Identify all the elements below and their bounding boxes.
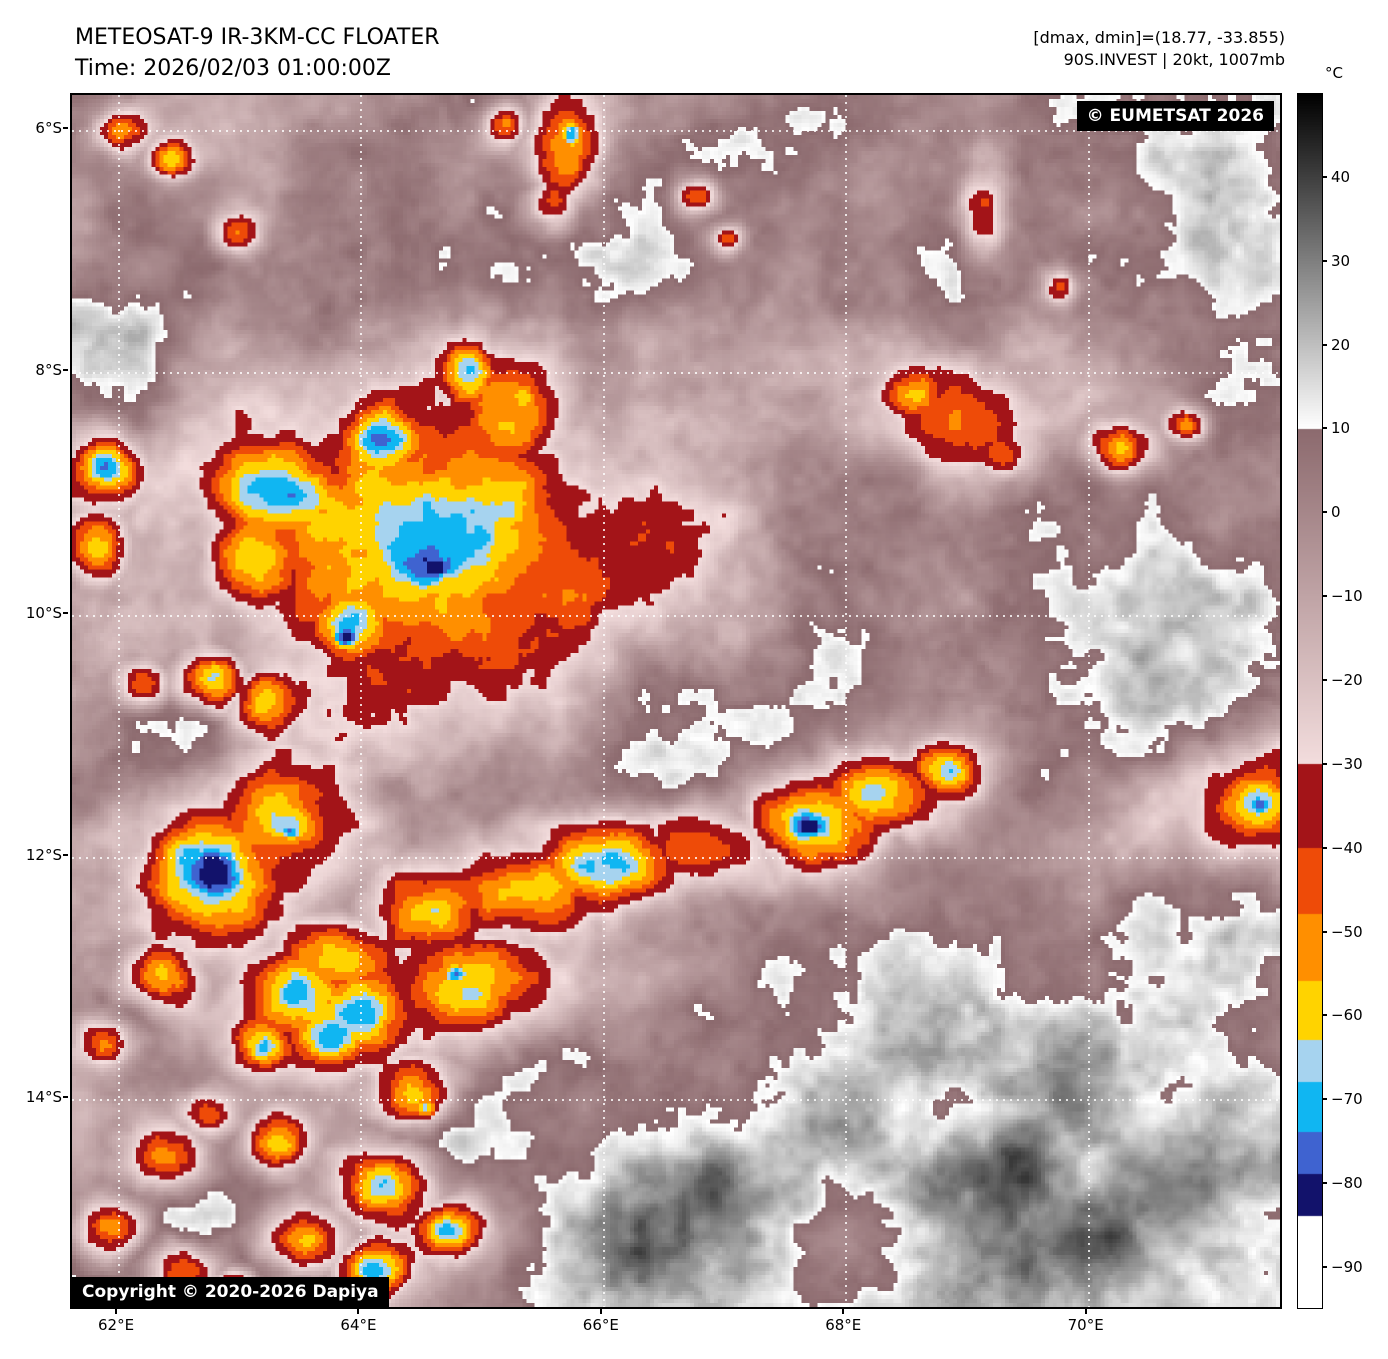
colorbar-tick-label: −40 <box>1331 838 1363 857</box>
lat-tick-label: 12°S <box>25 845 62 864</box>
colorbar-tick-mark <box>1323 511 1327 514</box>
gridline-lon <box>1087 95 1090 1307</box>
gridline-lat <box>72 856 1280 859</box>
colorbar-tick-mark <box>1323 930 1327 933</box>
colorbar-tick-mark <box>1323 259 1327 262</box>
gridline-lat <box>72 372 1280 375</box>
colorbar-tick-mark <box>1323 427 1327 430</box>
colorbar-tick-mark <box>1323 1098 1327 1101</box>
gridline-lat <box>72 130 1280 133</box>
colorbar-tick-mark <box>1323 175 1327 178</box>
satellite-ir-canvas <box>72 95 1280 1307</box>
lon-tick-mark <box>115 1309 118 1314</box>
lat-tick-label: 6°S <box>35 119 62 138</box>
colorbar-tick-label: −30 <box>1331 754 1363 773</box>
colorbar-tick-mark <box>1323 1014 1327 1017</box>
colorbar-tick-label: 10 <box>1331 419 1351 438</box>
lat-tick-mark <box>63 853 68 856</box>
lat-tick-mark <box>63 369 68 372</box>
colorbar-canvas <box>1298 94 1322 1308</box>
lat-tick-mark <box>63 611 68 614</box>
colorbar-tick-label: −50 <box>1331 922 1363 941</box>
lon-tick-label: 70°E <box>1067 1316 1104 1334</box>
colorbar-tick-label: −20 <box>1331 671 1363 690</box>
colorbar-tick-label: −80 <box>1331 1174 1363 1193</box>
gridline-lat <box>72 1099 1280 1102</box>
colorbar-tick-mark <box>1323 343 1327 346</box>
colorbar-tick-label: 0 <box>1331 503 1341 522</box>
colorbar-tick-label: 40 <box>1331 167 1351 186</box>
gridline-lon <box>118 95 121 1307</box>
lat-tick-label: 10°S <box>25 603 62 622</box>
colorbar-tick-label: 20 <box>1331 335 1351 354</box>
dapiya-copyright-badge: Copyright © 2020-2026 Dapiya <box>72 1277 389 1307</box>
lon-tick-mark <box>842 1309 845 1314</box>
lon-tick-label: 64°E <box>340 1316 377 1334</box>
lon-tick-label: 68°E <box>825 1316 862 1334</box>
colorbar <box>1297 93 1323 1309</box>
colorbar-tick-mark <box>1323 762 1327 765</box>
lon-tick-label: 62°E <box>98 1316 135 1334</box>
product-time: Time: 2026/02/03 01:00:00Z <box>75 56 391 81</box>
colorbar-tick-mark <box>1323 1182 1327 1185</box>
lat-tick-label: 14°S <box>25 1088 62 1107</box>
storm-info-readout: 90S.INVEST | 20kt, 1007mb <box>1063 50 1285 69</box>
lon-tick-mark <box>1084 1309 1087 1314</box>
product-title: METEOSAT-9 IR-3KM-CC FLOATER <box>75 25 440 50</box>
lat-tick-mark <box>63 1096 68 1099</box>
lon-tick-mark <box>357 1309 360 1314</box>
colorbar-tick-mark <box>1323 679 1327 682</box>
gridline-lon <box>602 95 605 1307</box>
lat-tick-label: 8°S <box>35 361 62 380</box>
lon-tick-mark <box>599 1309 602 1314</box>
meta-block: [dmax, dmin]=(18.77, -33.855) 90S.INVEST… <box>1033 27 1285 71</box>
lat-tick-mark <box>63 127 68 130</box>
title-block: METEOSAT-9 IR-3KM-CC FLOATER Time: 2026/… <box>75 22 440 84</box>
gridline-lon <box>360 95 363 1307</box>
colorbar-tick-label: −70 <box>1331 1090 1363 1109</box>
satellite-map: © EUMETSAT 2026 Copyright © 2020-2026 Da… <box>70 93 1282 1309</box>
colorbar-tick-mark <box>1323 595 1327 598</box>
dmax-dmin-readout: [dmax, dmin]=(18.77, -33.855) <box>1033 28 1285 47</box>
colorbar-tick-label: −90 <box>1331 1258 1363 1277</box>
gridline-lat <box>72 614 1280 617</box>
lon-tick-label: 66°E <box>582 1316 619 1334</box>
colorbar-tick-mark <box>1323 846 1327 849</box>
colorbar-tick-label: −10 <box>1331 587 1363 606</box>
gridline-lon <box>845 95 848 1307</box>
colorbar-unit-label: °C <box>1325 64 1343 82</box>
colorbar-tick-mark <box>1323 1266 1327 1269</box>
eumetsat-credit-badge: © EUMETSAT 2026 <box>1076 101 1274 131</box>
colorbar-tick-label: 30 <box>1331 251 1351 270</box>
colorbar-tick-label: −60 <box>1331 1006 1363 1025</box>
